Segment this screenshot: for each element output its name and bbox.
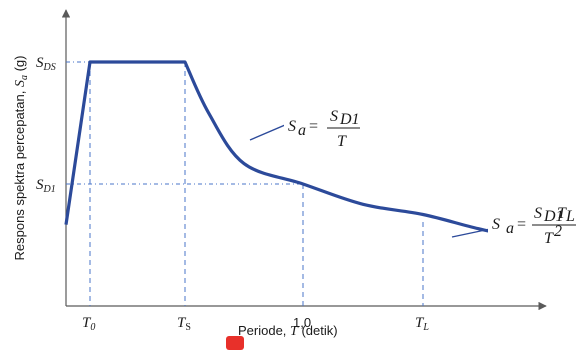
x-tick-label-l: TL bbox=[415, 315, 429, 333]
y-tick-label-d1: SD1 bbox=[36, 177, 56, 195]
x-axis-label: Periode, T (detik) bbox=[238, 323, 338, 339]
equation-sa-sd1-over-t: S a = S D1 T bbox=[284, 100, 364, 150]
svg-text:S: S bbox=[534, 205, 542, 222]
svg-text:D1: D1 bbox=[543, 208, 564, 225]
svg-text:S: S bbox=[288, 118, 296, 135]
svg-text:=: = bbox=[516, 216, 527, 233]
x-tick-label-0: T0 bbox=[82, 315, 95, 333]
y-axis-label: Respons spektra percepatan, Sa (g) bbox=[12, 56, 30, 261]
svg-text:L: L bbox=[565, 208, 575, 225]
svg-text:S: S bbox=[492, 216, 500, 233]
svg-text:T: T bbox=[557, 205, 567, 222]
equation-sa-sd1-tl-over-t2: S a = S D1 T L T 2 bbox=[488, 196, 576, 247]
svg-text:T: T bbox=[544, 230, 554, 247]
eq1-leader bbox=[249, 124, 286, 141]
svg-text:2: 2 bbox=[554, 223, 562, 240]
svg-text:a: a bbox=[298, 122, 306, 139]
x-tick-label-s: TS bbox=[177, 315, 191, 333]
guide-lines bbox=[66, 61, 424, 306]
svg-text:=: = bbox=[308, 118, 319, 135]
svg-text:T: T bbox=[337, 133, 347, 150]
svg-text:D1: D1 bbox=[339, 111, 360, 128]
eq2-leader bbox=[451, 228, 491, 238]
y-tick-labels: SDS SD1 bbox=[36, 55, 56, 195]
x-tick-labels: T0 TS 1,0 TL bbox=[82, 315, 429, 333]
svg-text:a: a bbox=[506, 220, 514, 237]
x-tick-label-one: 1,0 bbox=[293, 315, 311, 330]
spectrum-curve bbox=[64, 60, 535, 243]
red-badge bbox=[226, 336, 244, 350]
svg-text:S: S bbox=[330, 108, 338, 125]
y-tick-label-ds: SDS bbox=[36, 55, 56, 73]
